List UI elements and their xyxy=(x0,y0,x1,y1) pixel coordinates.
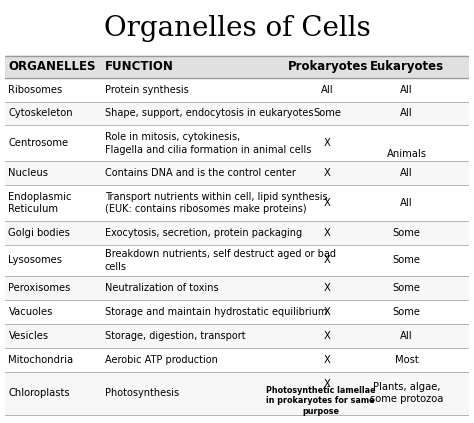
Text: Some: Some xyxy=(314,108,342,118)
Text: Some: Some xyxy=(392,228,420,238)
Text: Shape, support, endocytosis in eukaryotes: Shape, support, endocytosis in eukaryote… xyxy=(105,108,313,118)
Text: X: X xyxy=(324,138,331,148)
Text: Plants, algae,
some protozoa: Plants, algae, some protozoa xyxy=(370,382,443,404)
Bar xyxy=(5,300,469,324)
Text: X: X xyxy=(324,379,331,389)
Text: Contains DNA and is the control center: Contains DNA and is the control center xyxy=(105,168,295,178)
Text: Mitochondria: Mitochondria xyxy=(9,354,73,365)
Text: Lysosomes: Lysosomes xyxy=(9,255,63,266)
Text: All: All xyxy=(400,108,413,118)
Text: Organelles of Cells: Organelles of Cells xyxy=(104,15,370,41)
Bar xyxy=(5,56,469,77)
Text: Endoplasmic
Reticulum: Endoplasmic Reticulum xyxy=(9,192,72,214)
Text: Exocytosis, secretion, protein packaging: Exocytosis, secretion, protein packaging xyxy=(105,228,302,238)
Text: Breakdown nutrients, self destruct aged or bad
cells: Breakdown nutrients, self destruct aged … xyxy=(105,249,336,272)
Text: Peroxisomes: Peroxisomes xyxy=(9,283,71,293)
Text: Protein synthesis: Protein synthesis xyxy=(105,85,188,95)
Text: ORGANELLES: ORGANELLES xyxy=(9,60,96,73)
Text: Storage and maintain hydrostatic equilibrium: Storage and maintain hydrostatic equilib… xyxy=(105,307,327,317)
Text: Cytoskeleton: Cytoskeleton xyxy=(9,108,73,118)
Text: Photosynthesis: Photosynthesis xyxy=(105,388,179,398)
Text: X: X xyxy=(324,228,331,238)
Text: Neutralization of toxins: Neutralization of toxins xyxy=(105,283,218,293)
Text: Some: Some xyxy=(392,307,420,317)
Text: Chloroplasts: Chloroplasts xyxy=(9,388,70,398)
Bar xyxy=(5,102,469,125)
Text: FUNCTION: FUNCTION xyxy=(105,60,173,73)
Text: X: X xyxy=(324,255,331,266)
Text: Nucleus: Nucleus xyxy=(9,168,48,178)
Text: X: X xyxy=(324,198,331,208)
Text: Centrosome: Centrosome xyxy=(9,138,69,148)
Text: Golgi bodies: Golgi bodies xyxy=(9,228,70,238)
Bar xyxy=(5,276,469,300)
Bar xyxy=(5,245,469,276)
Text: X: X xyxy=(324,307,331,317)
Bar xyxy=(5,77,469,102)
Text: Transport nutrients within cell, lipid synthesis
(EUK: contains ribosomes make p: Transport nutrients within cell, lipid s… xyxy=(105,192,327,214)
Bar xyxy=(5,348,469,371)
Text: Prokaryotes: Prokaryotes xyxy=(287,60,368,73)
Text: Ribosomes: Ribosomes xyxy=(9,85,63,95)
Bar xyxy=(5,185,469,221)
Text: Animals: Animals xyxy=(387,149,427,159)
Bar xyxy=(5,125,469,161)
Text: Role in mitosis, cytokinesis,
Flagella and cilia formation in animal cells: Role in mitosis, cytokinesis, Flagella a… xyxy=(105,132,311,154)
Text: Storage, digestion, transport: Storage, digestion, transport xyxy=(105,331,245,341)
Text: X: X xyxy=(324,283,331,293)
Text: All: All xyxy=(321,85,334,95)
Text: All: All xyxy=(400,85,413,95)
Text: Some: Some xyxy=(392,255,420,266)
Text: Photosynthetic lamellae
in prokaryotes for same
purpose: Photosynthetic lamellae in prokaryotes f… xyxy=(266,386,375,416)
Text: Some: Some xyxy=(392,283,420,293)
Bar xyxy=(5,371,469,415)
Text: Vesicles: Vesicles xyxy=(9,331,48,341)
Text: All: All xyxy=(400,168,413,178)
Text: X: X xyxy=(324,331,331,341)
Bar xyxy=(5,161,469,185)
Text: All: All xyxy=(400,198,413,208)
Text: X: X xyxy=(324,168,331,178)
Text: X: X xyxy=(324,354,331,365)
Text: Eukaryotes: Eukaryotes xyxy=(370,60,444,73)
Bar xyxy=(5,221,469,245)
Text: Aerobic ATP production: Aerobic ATP production xyxy=(105,354,218,365)
Text: Vacuoles: Vacuoles xyxy=(9,307,53,317)
Text: Most: Most xyxy=(395,354,419,365)
Text: All: All xyxy=(400,331,413,341)
Bar xyxy=(5,324,469,348)
